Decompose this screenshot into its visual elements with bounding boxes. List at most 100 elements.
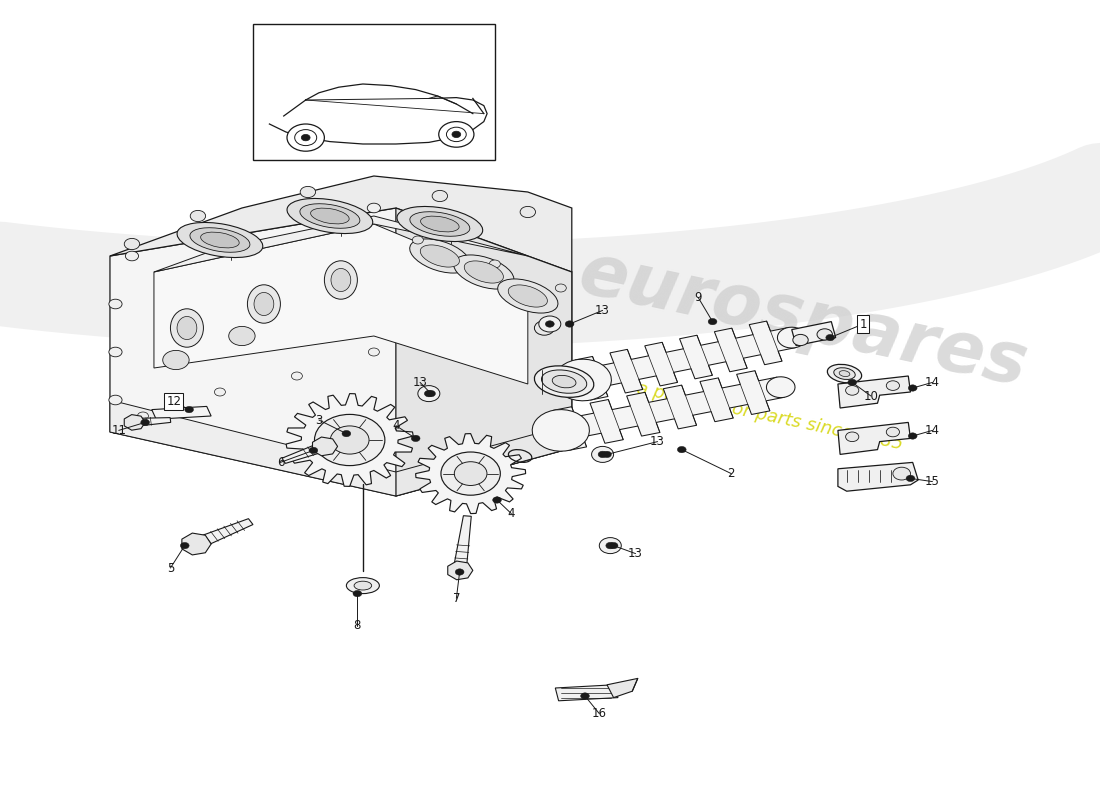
Ellipse shape (177, 317, 197, 339)
Polygon shape (154, 224, 528, 384)
Circle shape (141, 419, 150, 426)
Circle shape (708, 318, 717, 325)
Polygon shape (453, 516, 471, 571)
Text: 12: 12 (166, 395, 182, 408)
Circle shape (848, 379, 857, 386)
Circle shape (546, 321, 554, 327)
Circle shape (493, 497, 502, 503)
Polygon shape (152, 406, 211, 419)
Text: eurospares: eurospares (572, 238, 1033, 402)
Circle shape (180, 542, 189, 549)
Polygon shape (192, 518, 253, 549)
Text: 10: 10 (864, 390, 878, 402)
Ellipse shape (397, 206, 483, 242)
Circle shape (581, 693, 590, 699)
Circle shape (603, 451, 612, 458)
Text: 13: 13 (412, 376, 428, 389)
Circle shape (606, 542, 615, 549)
Circle shape (906, 475, 915, 482)
Circle shape (163, 350, 189, 370)
Ellipse shape (410, 212, 470, 236)
Polygon shape (575, 321, 795, 400)
Circle shape (342, 430, 351, 437)
Polygon shape (286, 394, 414, 486)
Circle shape (353, 590, 362, 597)
Text: 13: 13 (628, 547, 643, 560)
Ellipse shape (248, 285, 280, 323)
Text: 7: 7 (452, 592, 460, 605)
Circle shape (138, 412, 148, 420)
Circle shape (292, 372, 302, 380)
Circle shape (411, 435, 420, 442)
Ellipse shape (420, 245, 460, 267)
Text: 8: 8 (354, 619, 361, 632)
Ellipse shape (839, 370, 850, 377)
Ellipse shape (170, 309, 204, 347)
Polygon shape (182, 533, 211, 555)
Polygon shape (448, 561, 473, 580)
Polygon shape (110, 400, 396, 496)
Circle shape (125, 251, 139, 261)
Ellipse shape (827, 364, 861, 383)
Circle shape (452, 131, 461, 138)
Circle shape (412, 236, 424, 244)
Circle shape (535, 321, 554, 335)
Polygon shape (556, 685, 618, 701)
Polygon shape (396, 424, 572, 496)
Circle shape (909, 433, 917, 439)
Circle shape (368, 348, 379, 356)
Circle shape (793, 334, 808, 346)
Text: 1: 1 (859, 318, 867, 330)
Circle shape (109, 347, 122, 357)
Text: 9: 9 (694, 291, 702, 304)
Circle shape (490, 260, 500, 268)
Ellipse shape (300, 204, 360, 228)
Circle shape (846, 432, 859, 442)
Circle shape (598, 451, 607, 458)
Polygon shape (110, 176, 572, 272)
Ellipse shape (535, 366, 594, 398)
Circle shape (887, 427, 900, 437)
Circle shape (309, 447, 318, 454)
Circle shape (600, 538, 621, 554)
Polygon shape (282, 442, 328, 463)
Ellipse shape (464, 261, 504, 283)
Ellipse shape (532, 410, 590, 451)
Circle shape (418, 386, 440, 402)
Circle shape (887, 381, 900, 390)
Text: 2: 2 (727, 467, 735, 480)
Ellipse shape (346, 578, 380, 594)
Text: 6: 6 (277, 456, 284, 469)
Polygon shape (838, 422, 911, 454)
Ellipse shape (497, 279, 558, 313)
Circle shape (427, 390, 436, 397)
Polygon shape (553, 370, 784, 450)
Ellipse shape (834, 368, 855, 379)
Polygon shape (110, 208, 572, 496)
Text: a passion for parts since 1985: a passion for parts since 1985 (635, 379, 904, 453)
Circle shape (439, 122, 474, 147)
Polygon shape (838, 376, 911, 408)
Polygon shape (396, 208, 572, 496)
Circle shape (214, 388, 225, 396)
Circle shape (315, 414, 385, 466)
Ellipse shape (409, 239, 470, 273)
Circle shape (678, 446, 686, 453)
Circle shape (425, 390, 433, 397)
Ellipse shape (200, 232, 239, 248)
Circle shape (229, 326, 255, 346)
Ellipse shape (331, 269, 351, 291)
Polygon shape (416, 434, 526, 514)
Text: 4: 4 (392, 419, 399, 432)
Circle shape (455, 569, 464, 575)
Ellipse shape (354, 581, 372, 590)
Text: 5: 5 (167, 562, 174, 574)
Text: 11: 11 (111, 424, 126, 437)
Circle shape (539, 316, 561, 332)
Text: 13: 13 (595, 304, 610, 317)
Polygon shape (154, 216, 528, 272)
Text: 14: 14 (925, 424, 940, 437)
Polygon shape (838, 462, 918, 491)
Circle shape (447, 127, 466, 142)
Circle shape (432, 190, 448, 202)
